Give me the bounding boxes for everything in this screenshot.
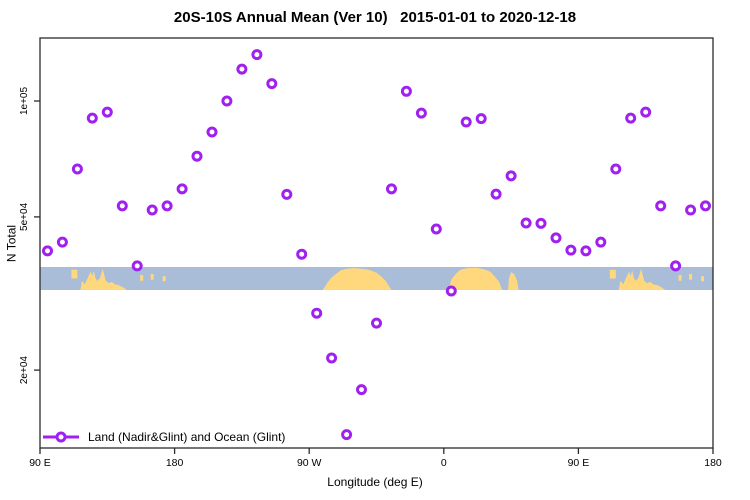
land-patch-timor: [71, 269, 78, 279]
data-point: [595, 236, 607, 248]
data-point: [146, 204, 158, 216]
land-patch-samoa-speck: [162, 276, 166, 282]
data-point: [176, 183, 188, 195]
data-point: [131, 260, 143, 272]
data-point: [655, 200, 667, 212]
data-point: [685, 204, 697, 216]
data-point: [206, 126, 218, 138]
y-tick-label: 5e+04: [19, 202, 30, 231]
data-point: [56, 236, 68, 248]
data-point: [266, 78, 278, 90]
data-point: [386, 183, 397, 195]
land-patch-south-america: [322, 268, 392, 290]
legend-marker-icon: [43, 431, 79, 443]
data-point: [400, 85, 412, 97]
data-point: [475, 113, 487, 125]
x-tick-label: 90 W: [297, 457, 322, 469]
x-tick-label: 180: [704, 457, 722, 469]
land-patch-australia: [80, 268, 127, 290]
data-point: [86, 112, 98, 124]
data-point: [281, 188, 293, 200]
x-tick-label: 180: [166, 457, 184, 469]
x-axis-label: Longitude (deg E): [327, 475, 423, 489]
data-point: [251, 49, 263, 61]
land-patch-madagascar: [508, 272, 519, 290]
plot-border: [39, 37, 714, 449]
x-tick-label: 0: [441, 457, 447, 469]
y-tick-label: 2e+04: [19, 356, 30, 385]
legend-label: Land (Nadir&Glint) and Ocean (Glint): [88, 430, 286, 444]
data-point: [520, 217, 532, 229]
x-tick-label: 90 E: [568, 457, 590, 469]
land-patch-fiji-speck: [678, 275, 682, 281]
data-point: [565, 244, 577, 256]
data-point: [236, 63, 248, 75]
land-patch-africa: [448, 267, 503, 290]
data-point: [311, 307, 323, 319]
y-tick-label: 1e+05: [19, 87, 30, 116]
data-point: [640, 106, 652, 118]
land-patch-timor: [609, 269, 616, 279]
data-point: [116, 200, 128, 212]
data-point: [445, 285, 457, 297]
data-point: [42, 245, 53, 257]
data-point: [296, 248, 308, 260]
data-point: [625, 112, 637, 124]
data-point: [341, 429, 353, 441]
data-point: [371, 317, 382, 329]
land-patch-samoa-speck: [701, 276, 705, 282]
data-point: [430, 223, 442, 235]
data-point: [191, 150, 203, 162]
land-patch-vanuatu-speck: [689, 273, 693, 280]
data-point: [221, 95, 233, 107]
land-patch-fiji-speck: [140, 275, 144, 281]
data-point: [580, 245, 592, 257]
legend: Land (Nadir&Glint) and Ocean (Glint): [42, 429, 285, 445]
chart-title: 20S-10S Annual Mean (Ver 10) 2015-01-01 …: [173, 9, 577, 26]
data-point: [505, 170, 517, 182]
y-axis-label: N Total: [4, 224, 19, 263]
land-patch-vanuatu-speck: [150, 273, 154, 280]
data-point: [550, 232, 562, 244]
data-point: [460, 116, 472, 128]
data-point: [415, 107, 427, 119]
data-point: [101, 106, 113, 118]
x-tick-label: 90 E: [29, 457, 51, 469]
data-point: [326, 352, 338, 364]
data-point: [161, 200, 173, 212]
data-point: [670, 260, 682, 272]
data-point: [610, 163, 622, 175]
data-point: [356, 384, 367, 396]
data-point: [700, 200, 711, 212]
data-point: [71, 163, 83, 175]
data-point: [490, 188, 502, 200]
data-point: [535, 217, 547, 229]
land-patch-australia: [618, 268, 666, 290]
